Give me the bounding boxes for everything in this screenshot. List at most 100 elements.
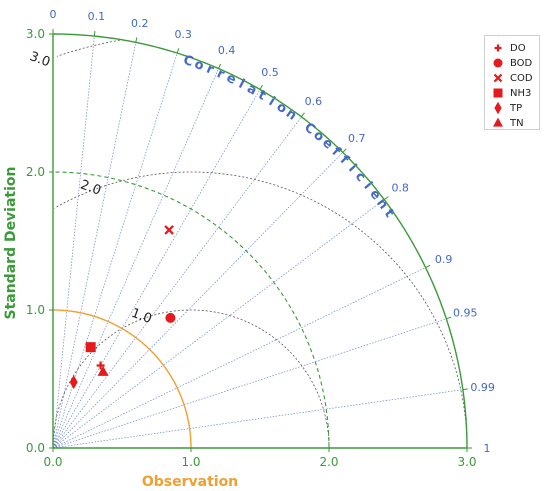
- outer-arc: [52, 33, 468, 449]
- legend-label: DO: [510, 42, 526, 54]
- correlation-tick-label: 0.3: [174, 28, 192, 41]
- correlation-tick-label: 0.99: [470, 381, 495, 394]
- legend-marker: [494, 44, 502, 52]
- correlation-ray: [52, 389, 463, 449]
- correlation-tick: [259, 84, 263, 90]
- correlation-ray: [52, 89, 261, 449]
- x-axis-label: Observation: [142, 474, 238, 490]
- std-reference-circle: [52, 171, 330, 449]
- correlation-tick-label: 1: [484, 442, 491, 455]
- observation-arc: [53, 309, 192, 448]
- legend-marker: [494, 101, 502, 115]
- x-tick-label: 2.0: [319, 455, 338, 469]
- arc-title-char: C: [181, 53, 195, 70]
- y-axis-label: Standard Deviation: [3, 166, 19, 319]
- correlation-tick-label: 0.7: [348, 132, 366, 145]
- legend-marker: [493, 117, 503, 127]
- correlation-tick-label: 0.9: [435, 253, 453, 266]
- legend-marker: [493, 58, 503, 68]
- correlation-tick: [446, 316, 452, 320]
- legend-label: TN: [510, 117, 524, 129]
- correlation-ray: [52, 152, 344, 449]
- correlation-tick-label: 0.4: [218, 44, 236, 57]
- legend-label: COD: [510, 72, 533, 84]
- std-reference-arc: [52, 171, 330, 449]
- rms-contour-label: 2.0: [78, 178, 103, 199]
- rms-contour: [56, 39, 120, 57]
- data-point-do: [96, 361, 105, 370]
- correlation-tick: [176, 48, 180, 54]
- x-tick-label: 3.0: [457, 455, 476, 469]
- correlation-ray: [52, 36, 95, 449]
- correlation-tick: [383, 196, 389, 201]
- rms-contours: [52, 39, 468, 449]
- arc-title-char: f: [337, 153, 352, 168]
- correlation-tick: [135, 37, 138, 43]
- x-tick-label: 0.0: [43, 455, 62, 469]
- legend-item: BOD: [491, 55, 532, 71]
- legend-marker-icon: [494, 101, 502, 115]
- legend-marker: [493, 88, 503, 98]
- correlation-ray: [52, 52, 178, 449]
- legend-item: DO: [491, 40, 526, 56]
- rms-contour-label: 1.0: [129, 306, 154, 327]
- legend-marker-icon: [493, 117, 503, 127]
- arc-title-char: c: [352, 169, 368, 185]
- legend-item: TP: [491, 100, 522, 116]
- arc-title-char: i: [345, 162, 359, 176]
- rms-contour: [54, 171, 468, 449]
- x-tick-label: 1.0: [181, 455, 200, 469]
- correlation-tick: [425, 264, 431, 268]
- rms-contour: [52, 309, 330, 449]
- correlation-ray: [52, 116, 302, 449]
- data-points: [69, 225, 176, 390]
- arc-title-char: l: [236, 77, 247, 92]
- correlation-tick: [300, 112, 305, 118]
- legend-marker: [493, 73, 503, 83]
- correlation-ray: [52, 267, 426, 449]
- correlation-tick-label: 0.8: [391, 182, 409, 195]
- correlation-tick-label: 0.6: [305, 95, 323, 108]
- legend-marker-icon: [493, 73, 503, 83]
- y-tick-label: 0.0: [26, 441, 45, 455]
- legend-label: NH3: [510, 87, 532, 99]
- data-point-cod: [164, 225, 174, 235]
- y-tick-label: 1.0: [26, 303, 45, 317]
- rms-contour-label: 3.0: [28, 49, 53, 70]
- axes: [52, 33, 468, 449]
- correlation-tick-label: 0: [50, 8, 57, 21]
- correlation-ray: [52, 199, 385, 449]
- arc-title-char: i: [266, 94, 278, 109]
- correlation-ray: [52, 42, 137, 449]
- correlation-tick: [93, 31, 96, 37]
- arc-title-char: t: [255, 88, 268, 104]
- axis-tick-labels: 0.00.0 1.0 1.0 2.0 2.0 3.0 3.0: [26, 27, 477, 469]
- data-point-tp: [69, 375, 78, 390]
- legend-label: TP: [510, 102, 523, 114]
- observation-circle: [53, 309, 192, 448]
- correlation-tick-labels: 0 0.1 0.2 0.3 0.4 0.5 0.6 0.7 0.8 0.9 0.95 0.99 1: [50, 8, 495, 455]
- legend-marker-icon: [494, 44, 502, 52]
- correlation-tick-label: 0.1: [88, 10, 106, 23]
- legend-item: TN: [491, 115, 524, 131]
- correlation-ray: [52, 68, 219, 449]
- correlation-tick: [342, 148, 347, 153]
- arc-title-char: e: [224, 71, 239, 88]
- correlation-ray: [52, 318, 447, 449]
- y-tick-label: 3.0: [26, 27, 45, 41]
- legend: DO BOD COD NH3 TP TN: [484, 35, 540, 130]
- arc-title-char: r: [204, 62, 216, 79]
- data-point-bod: [165, 312, 176, 323]
- legend-marker-icon: [493, 58, 503, 68]
- correlation-tick: [462, 388, 468, 391]
- legend-marker-icon: [493, 88, 503, 98]
- legend-item: NH3: [491, 85, 531, 101]
- rms-contour-labels: 1.0 2.0 3.0: [28, 49, 154, 327]
- correlation-tick-label: 0.2: [131, 17, 149, 30]
- correlation-tick-label: 0.95: [453, 306, 478, 319]
- correlation-tick-label: 0.5: [261, 66, 279, 79]
- legend-label: BOD: [510, 57, 533, 69]
- data-point-nh3: [85, 342, 96, 353]
- legend-item: COD: [491, 70, 533, 86]
